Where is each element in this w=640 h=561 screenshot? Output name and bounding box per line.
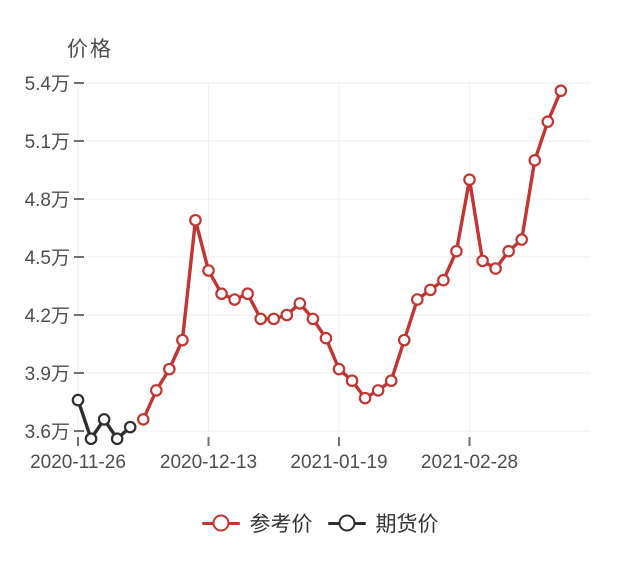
data-point-reference-price[interactable] — [410, 293, 424, 306]
data-point-reference-price[interactable] — [541, 115, 555, 128]
data-point-futures-price[interactable] — [110, 432, 124, 446]
data-point-reference-price[interactable] — [150, 384, 163, 397]
data-point-reference-price[interactable] — [528, 154, 542, 167]
legend-label-futures-price: 期货价 — [375, 513, 439, 536]
data-point-reference-price[interactable] — [502, 244, 515, 258]
legend-label-reference-price: 参考价 — [249, 513, 313, 536]
series-line-reference-price — [141, 89, 563, 422]
legend-line-marker-icon — [201, 512, 240, 534]
data-point-reference-price[interactable] — [306, 312, 320, 326]
data-point-reference-price[interactable] — [293, 297, 307, 310]
data-point-reference-price[interactable] — [189, 213, 202, 227]
legend-marker-circle — [212, 514, 229, 532]
data-point-reference-price[interactable] — [332, 362, 346, 376]
legend-item-futures-price[interactable]: 期货价 — [327, 508, 439, 538]
data-point-reference-price[interactable] — [254, 312, 268, 326]
data-point-reference-price[interactable] — [202, 264, 215, 277]
legend-marker-circle — [338, 514, 355, 532]
data-point-reference-price[interactable] — [450, 244, 463, 258]
y-tick-label: 3.9万 — [25, 364, 70, 385]
data-point-reference-price[interactable] — [136, 413, 150, 426]
data-point-reference-price[interactable] — [437, 273, 450, 287]
legend-item-reference-price[interactable]: 参考价 — [201, 508, 313, 538]
x-tick-label: 2021-01-19 — [290, 452, 387, 473]
data-point-reference-price[interactable] — [463, 173, 476, 186]
x-tick-label: 2021-02-28 — [421, 452, 518, 473]
data-point-reference-price[interactable] — [280, 308, 294, 322]
data-point-reference-price[interactable] — [384, 374, 398, 388]
data-point-reference-price[interactable] — [358, 391, 372, 405]
y-tick-label: 5.1万 — [25, 132, 70, 153]
data-point-reference-price[interactable] — [241, 287, 254, 301]
data-point-reference-price[interactable] — [371, 384, 385, 397]
data-point-reference-price[interactable] — [267, 312, 281, 326]
data-point-reference-price[interactable] — [345, 374, 359, 388]
data-point-reference-price[interactable] — [176, 333, 189, 347]
data-point-futures-price[interactable] — [97, 413, 111, 426]
legend-line-marker-icon — [327, 512, 366, 534]
x-tick-label: 2020-11-26 — [30, 452, 126, 473]
data-point-futures-price[interactable] — [71, 393, 85, 407]
y-tick-label: 4.5万 — [25, 248, 70, 269]
data-point-reference-price[interactable] — [515, 233, 528, 246]
data-point-futures-price[interactable] — [123, 420, 137, 434]
y-tick-label: 5.4万 — [25, 74, 70, 95]
data-point-reference-price[interactable] — [163, 362, 176, 376]
x-tick-label: 2020-12-13 — [160, 452, 257, 473]
y-tick-label: 3.6万 — [25, 422, 70, 443]
data-point-reference-price[interactable] — [397, 333, 411, 347]
data-point-reference-price[interactable] — [489, 262, 502, 275]
data-point-reference-price[interactable] — [554, 84, 568, 98]
y-tick-label: 4.2万 — [25, 306, 70, 327]
y-axis-title: 价格 — [67, 38, 113, 61]
legend: 参考价 期货价 — [0, 508, 640, 538]
y-tick-label: 4.8万 — [25, 190, 70, 211]
data-point-futures-price[interactable] — [84, 432, 98, 446]
chart-svg: 3.6万 3.9万 4.2万 4.5万 4.8万 5.1万 5.4万 2020-11-26 20… — [25, 74, 590, 473]
data-point-reference-price[interactable] — [215, 287, 228, 301]
data-point-reference-price[interactable] — [228, 293, 241, 306]
data-point-reference-price[interactable] — [319, 331, 333, 345]
data-point-reference-price[interactable] — [476, 254, 489, 268]
data-point-reference-price[interactable] — [424, 283, 437, 297]
